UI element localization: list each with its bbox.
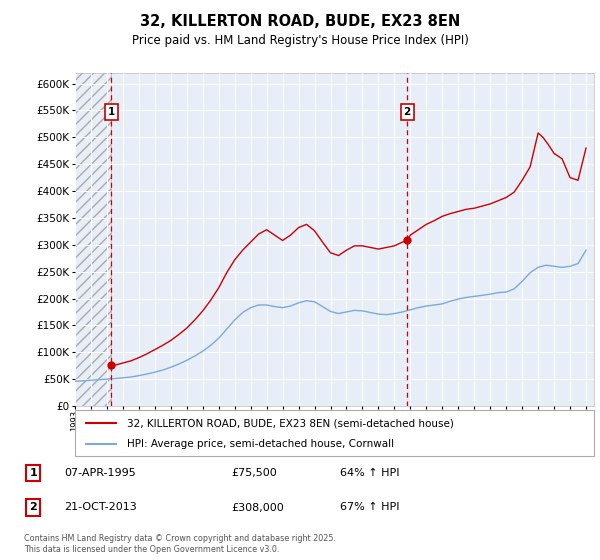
- Text: 2: 2: [404, 107, 411, 117]
- Text: Price paid vs. HM Land Registry's House Price Index (HPI): Price paid vs. HM Land Registry's House …: [131, 34, 469, 46]
- FancyBboxPatch shape: [75, 410, 594, 456]
- Text: 32, KILLERTON ROAD, BUDE, EX23 8EN: 32, KILLERTON ROAD, BUDE, EX23 8EN: [140, 14, 460, 29]
- Text: 64% ↑ HPI: 64% ↑ HPI: [340, 468, 400, 478]
- Text: 21-OCT-2013: 21-OCT-2013: [64, 502, 137, 512]
- Text: 1: 1: [107, 107, 115, 117]
- Text: £308,000: £308,000: [231, 502, 284, 512]
- Text: 67% ↑ HPI: 67% ↑ HPI: [340, 502, 400, 512]
- Text: £75,500: £75,500: [231, 468, 277, 478]
- Text: 32, KILLERTON ROAD, BUDE, EX23 8EN (semi-detached house): 32, KILLERTON ROAD, BUDE, EX23 8EN (semi…: [127, 418, 454, 428]
- Text: Contains HM Land Registry data © Crown copyright and database right 2025.
This d: Contains HM Land Registry data © Crown c…: [24, 534, 336, 554]
- Text: 1: 1: [29, 468, 37, 478]
- Text: 07-APR-1995: 07-APR-1995: [64, 468, 136, 478]
- Text: HPI: Average price, semi-detached house, Cornwall: HPI: Average price, semi-detached house,…: [127, 438, 394, 449]
- Text: 2: 2: [29, 502, 37, 512]
